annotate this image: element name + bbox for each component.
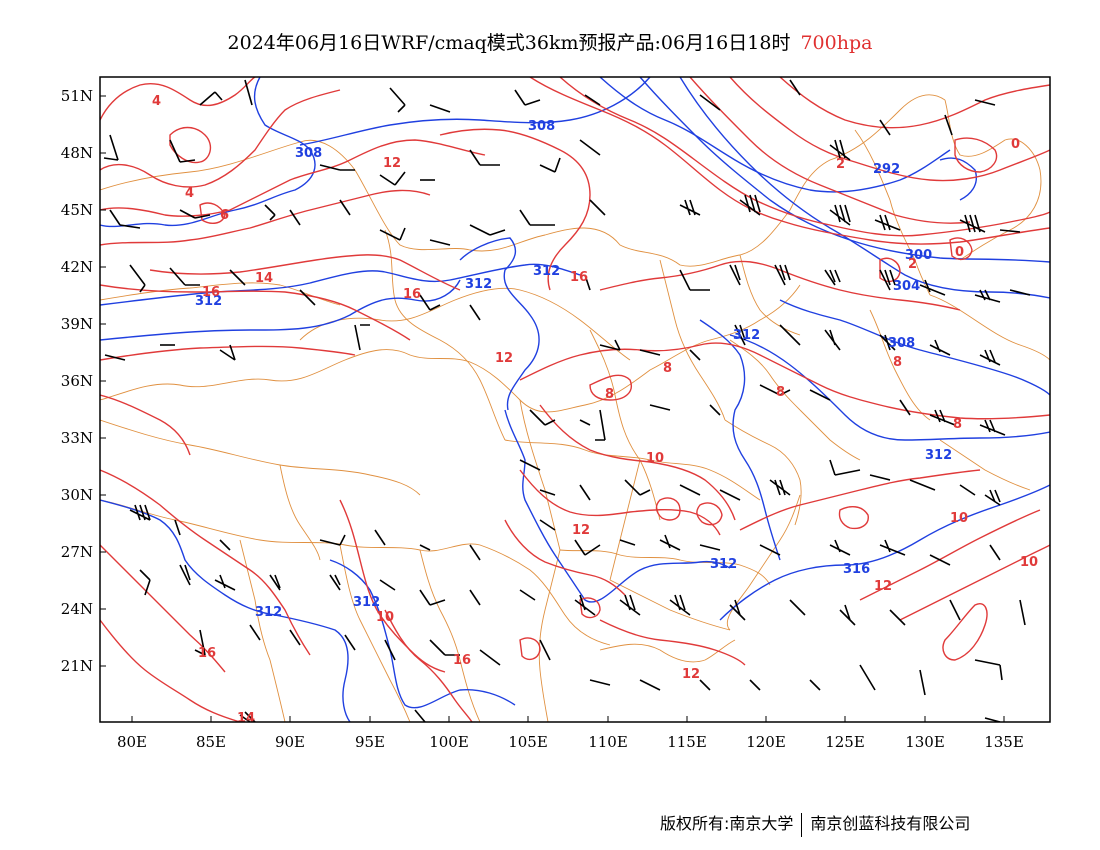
temperature-contours xyxy=(100,77,1050,722)
lat-label: 30N xyxy=(61,486,93,504)
map-frame xyxy=(99,76,1051,723)
temperature-label: 12 xyxy=(495,351,513,366)
axis-ticks xyxy=(100,95,1005,722)
height-label: 312 xyxy=(710,557,737,572)
temperature-label: 12 xyxy=(682,667,700,682)
height-label: 308 xyxy=(295,146,322,161)
lon-label: 90E xyxy=(275,733,305,751)
height-label: 316 xyxy=(843,562,870,577)
temperature-label: 12 xyxy=(572,523,590,538)
height-label: 308 xyxy=(888,336,915,351)
lon-label: 125E xyxy=(825,733,865,751)
lon-label: 85E xyxy=(196,733,226,751)
lon-label: 110E xyxy=(588,733,628,751)
lon-label: 120E xyxy=(746,733,786,751)
temperature-label: 16 xyxy=(453,653,471,668)
temperature-label: 6 xyxy=(220,208,229,223)
temperature-label: 16 xyxy=(570,270,588,285)
latitude-labels: 51N 48N 45N 42N 39N 36N 33N 30N 27N 24N … xyxy=(61,87,93,675)
lon-label: 80E xyxy=(117,733,147,751)
temperature-label: 2 xyxy=(836,157,845,172)
temperature-label: 10 xyxy=(376,610,394,625)
temperature-label: 16 xyxy=(202,285,220,300)
height-label: 312 xyxy=(353,595,380,610)
temperature-label: 16 xyxy=(198,646,216,661)
temperature-label: 8 xyxy=(953,417,962,432)
temperature-label: 8 xyxy=(605,387,614,402)
height-label: 312 xyxy=(533,264,560,279)
lat-label: 27N xyxy=(61,543,93,561)
temperature-label: 14 xyxy=(237,711,255,726)
temperature-label: 8 xyxy=(893,355,902,370)
height-label: 312 xyxy=(465,277,492,292)
lat-label: 21N xyxy=(61,657,93,675)
temperature-label: 2 xyxy=(908,257,917,272)
copyright-divider xyxy=(801,812,803,837)
lon-label: 105E xyxy=(508,733,548,751)
height-label: 308 xyxy=(528,119,555,134)
height-label: 292 xyxy=(873,162,900,177)
temperature-label: 4 xyxy=(185,186,194,201)
temperature-label: 16 xyxy=(403,287,421,302)
copyright-notice: 版权所有:南京大学 南京创蓝科技有限公司 xyxy=(660,810,970,837)
height-contours xyxy=(100,77,1050,722)
temperature-label: 12 xyxy=(383,156,401,171)
lon-label: 135E xyxy=(984,733,1024,751)
lon-label: 130E xyxy=(905,733,945,751)
temperature-label: 10 xyxy=(950,511,968,526)
copyright-owner-company: 南京创蓝科技有限公司 xyxy=(810,814,971,833)
lon-label: 100E xyxy=(429,733,469,751)
lat-label: 45N xyxy=(61,201,93,219)
temperature-label: 12 xyxy=(874,579,892,594)
temperature-label: 0 xyxy=(955,245,964,260)
height-label: 312 xyxy=(925,448,952,463)
temperature-label: 10 xyxy=(646,451,664,466)
title-level: 700hpa xyxy=(800,32,873,54)
lat-label: 48N xyxy=(61,144,93,162)
lat-label: 51N xyxy=(61,87,93,105)
lat-label: 36N xyxy=(61,372,93,390)
temperature-label: 8 xyxy=(663,361,672,376)
temperature-label: 0 xyxy=(1011,137,1020,152)
boundary-lines xyxy=(100,94,1050,722)
height-label: 312 xyxy=(733,328,760,343)
temperature-contour-labels: 4 4 6 12 14 16 16 16 12 8 8 8 10 12 2 2 … xyxy=(152,94,1038,726)
longitude-labels: 80E 85E 90E 95E 100E 105E 110E 115E 120E… xyxy=(117,733,1024,751)
height-label: 312 xyxy=(195,294,222,309)
map-title: 2024年06月16日WRF/cmaq模式36km预报产品:06月16日18时 7… xyxy=(0,28,1100,55)
temperature-label: 14 xyxy=(255,271,273,286)
height-label: 300 xyxy=(905,248,932,263)
lat-label: 33N xyxy=(61,429,93,447)
temperature-label: 4 xyxy=(152,94,161,109)
copyright-owner-university: 版权所有:南京大学 xyxy=(660,814,794,833)
height-label: 312 xyxy=(255,605,282,620)
height-contour-labels: 308 308 292 300 304 312 312 312 308 312 … xyxy=(195,119,952,620)
lat-label: 39N xyxy=(61,315,93,333)
height-label: 304 xyxy=(893,279,920,294)
title-main: 2024年06月16日WRF/cmaq模式36km预报产品:06月16日18时 xyxy=(227,32,791,54)
wind-barbs xyxy=(103,79,1031,722)
lon-label: 115E xyxy=(667,733,707,751)
lon-label: 95E xyxy=(355,733,385,751)
temperature-label: 10 xyxy=(1020,555,1038,570)
lat-label: 42N xyxy=(61,258,93,276)
temperature-label: 8 xyxy=(776,385,785,400)
lat-label: 24N xyxy=(61,600,93,618)
